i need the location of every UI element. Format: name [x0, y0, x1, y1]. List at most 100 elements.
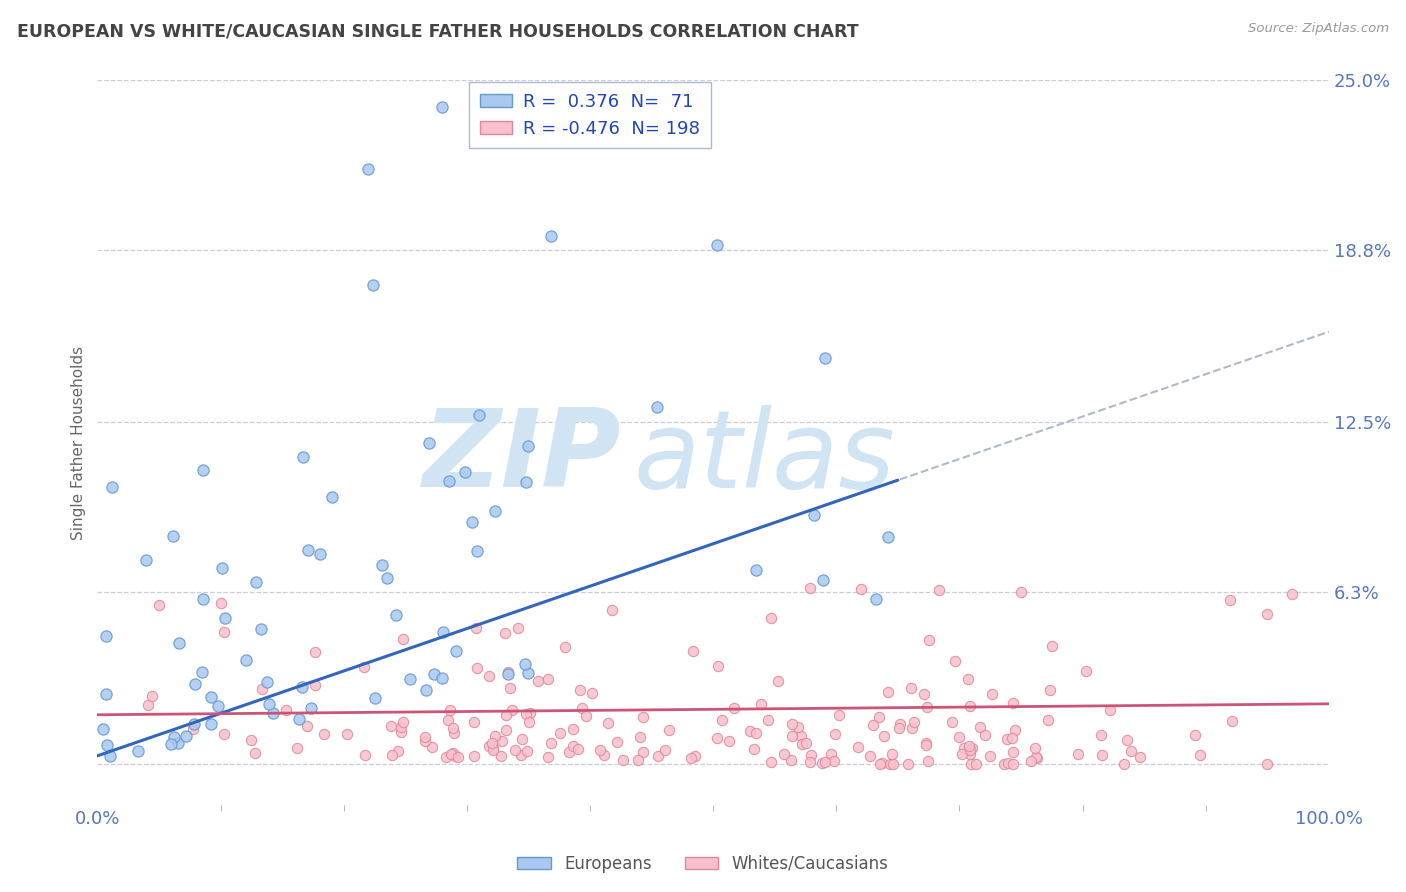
- Point: [211, 561, 233, 575]
- Point: [295, 719, 318, 733]
- Point: [498, 665, 520, 679]
- Point: [508, 621, 530, 635]
- Point: [304, 678, 326, 692]
- Point: [423, 667, 446, 681]
- Point: [1091, 747, 1114, 762]
- Point: [780, 717, 803, 731]
- Point: [444, 643, 467, 657]
- Y-axis label: Single Father Households: Single Father Households: [72, 345, 86, 540]
- Point: [859, 749, 882, 764]
- Point: [803, 508, 825, 522]
- Point: [257, 697, 280, 711]
- Point: [482, 743, 505, 757]
- Point: [945, 654, 967, 668]
- Point: [957, 673, 980, 687]
- Point: [439, 702, 461, 716]
- Point: [679, 751, 702, 765]
- Point: [900, 681, 922, 695]
- Point: [468, 408, 491, 422]
- Point: [799, 755, 821, 769]
- Point: [540, 736, 562, 750]
- Point: [1219, 592, 1241, 607]
- Point: [682, 644, 704, 658]
- Point: [571, 701, 593, 715]
- Point: [135, 553, 157, 567]
- Point: [127, 743, 149, 757]
- Point: [787, 720, 810, 734]
- Point: [749, 697, 772, 711]
- Point: [654, 743, 676, 757]
- Point: [948, 730, 970, 744]
- Point: [903, 714, 925, 729]
- Point: [276, 703, 298, 717]
- Point: [596, 716, 619, 731]
- Point: [207, 699, 229, 714]
- Point: [1256, 607, 1278, 621]
- Point: [299, 701, 322, 715]
- Point: [478, 669, 501, 683]
- Point: [706, 237, 728, 252]
- Point: [723, 701, 745, 715]
- Point: [443, 726, 465, 740]
- Point: [212, 625, 235, 640]
- Point: [288, 712, 311, 726]
- Point: [505, 743, 527, 757]
- Point: [399, 673, 422, 687]
- Point: [415, 733, 437, 747]
- Point: [915, 738, 938, 752]
- Point: [711, 713, 734, 727]
- Text: Source: ZipAtlas.com: Source: ZipAtlas.com: [1249, 22, 1389, 36]
- Point: [191, 665, 214, 680]
- Point: [292, 450, 315, 464]
- Point: [912, 687, 935, 701]
- Point: [446, 749, 468, 764]
- Point: [887, 721, 910, 735]
- Point: [461, 515, 484, 529]
- Point: [499, 681, 522, 696]
- Point: [380, 719, 402, 733]
- Text: EUROPEAN VS WHITE/CAUCASIAN SINGLE FATHER HOUSEHOLDS CORRELATION CHART: EUROPEAN VS WHITE/CAUCASIAN SINGLE FATHE…: [17, 22, 859, 40]
- Point: [810, 756, 832, 771]
- Point: [647, 748, 669, 763]
- Point: [876, 529, 898, 543]
- Point: [897, 757, 920, 772]
- Point: [174, 729, 197, 743]
- Point: [463, 714, 485, 729]
- Point: [1281, 587, 1303, 601]
- Point: [363, 691, 385, 706]
- Point: [814, 351, 837, 365]
- Point: [200, 690, 222, 704]
- Point: [200, 717, 222, 731]
- Point: [540, 229, 562, 244]
- Point: [799, 748, 821, 763]
- Point: [773, 747, 796, 761]
- Point: [517, 714, 540, 729]
- Point: [820, 747, 842, 761]
- Point: [478, 739, 501, 753]
- Point: [434, 749, 457, 764]
- Point: [495, 708, 517, 723]
- Point: [849, 582, 872, 596]
- Point: [1040, 639, 1063, 653]
- Point: [900, 721, 922, 735]
- Point: [606, 735, 628, 749]
- Point: [865, 591, 887, 606]
- Point: [633, 745, 655, 759]
- Point: [304, 645, 326, 659]
- Point: [465, 544, 488, 558]
- Point: [981, 687, 1004, 701]
- Point: [537, 750, 560, 764]
- Point: [537, 673, 560, 687]
- Point: [915, 700, 938, 714]
- Point: [959, 742, 981, 756]
- Point: [1001, 731, 1024, 745]
- Point: [953, 741, 976, 756]
- Point: [1004, 723, 1026, 737]
- Point: [240, 733, 263, 747]
- Point: [756, 713, 779, 727]
- Point: [876, 685, 898, 699]
- Point: [790, 730, 813, 744]
- Point: [484, 503, 506, 517]
- Legend: R =  0.376  N=  71, R = -0.476  N= 198: R = 0.376 N= 71, R = -0.476 N= 198: [470, 82, 711, 148]
- Point: [465, 661, 488, 675]
